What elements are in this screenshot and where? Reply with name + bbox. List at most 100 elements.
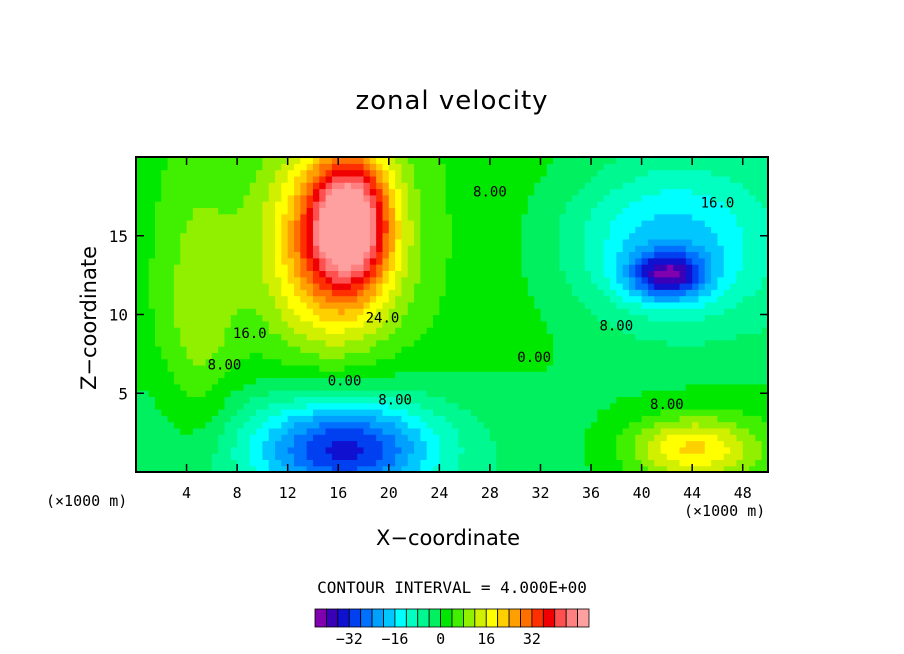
- field-cell: [692, 169, 700, 177]
- field-cell: [294, 213, 301, 221]
- field-cell: [584, 371, 592, 379]
- field-cell: [452, 320, 459, 328]
- field-cell: [180, 182, 188, 190]
- field-cell: [717, 301, 725, 309]
- field-cell: [331, 238, 339, 246]
- field-cell: [584, 226, 592, 234]
- field-cell: [306, 427, 314, 435]
- field-cell: [281, 245, 289, 253]
- field-cell: [654, 377, 662, 385]
- field-cell: [199, 364, 207, 372]
- field-cell: [180, 346, 188, 353]
- field-cell: [477, 427, 485, 435]
- field-cell: [603, 333, 611, 341]
- field-cell: [527, 346, 535, 353]
- field-cell: [761, 270, 769, 278]
- field-cell: [496, 163, 504, 171]
- field-cell: [338, 232, 346, 240]
- field-cell: [230, 333, 238, 341]
- field-cell: [268, 201, 276, 208]
- field-cell: [616, 390, 624, 397]
- field-cell: [363, 245, 371, 253]
- field-cell: [154, 226, 162, 234]
- field-cell: [685, 270, 693, 278]
- field-cell: [186, 434, 194, 442]
- field-cell: [717, 352, 725, 360]
- field-cell: [717, 163, 725, 171]
- field-cell: [502, 327, 510, 334]
- field-cell: [534, 226, 542, 234]
- field-cell: [414, 333, 421, 341]
- field-cell: [502, 220, 510, 227]
- field-cell: [628, 415, 636, 423]
- field-cell: [230, 163, 238, 171]
- field-cell: [635, 440, 643, 448]
- field-cell: [281, 358, 289, 366]
- field-cell: [312, 207, 320, 215]
- field-cell: [464, 270, 472, 278]
- field-cell: [704, 390, 712, 397]
- field-cell: [458, 396, 466, 404]
- field-cell: [388, 207, 396, 215]
- field-cell: [635, 182, 643, 190]
- field-cell: [331, 270, 339, 278]
- field-cell: [388, 434, 396, 442]
- field-cell: [553, 220, 561, 227]
- field-cell: [692, 182, 700, 190]
- field-cell: [698, 182, 706, 190]
- field-cell: [584, 327, 592, 334]
- field-cell: [489, 390, 497, 397]
- field-cell: [742, 333, 750, 341]
- field-cell: [603, 409, 611, 416]
- field-cell: [401, 264, 409, 271]
- field-cell: [224, 182, 232, 190]
- field-cell: [527, 276, 535, 284]
- field-cell: [458, 169, 466, 177]
- field-cell: [338, 459, 346, 467]
- field-cell: [704, 396, 712, 404]
- field-cell: [761, 434, 769, 442]
- field-cell: [350, 383, 358, 391]
- field-cell: [616, 327, 624, 334]
- field-cell: [142, 276, 150, 284]
- field-cell: [243, 257, 251, 265]
- field-cell: [477, 245, 485, 253]
- field-cell: [572, 396, 579, 404]
- field-cell: [154, 169, 162, 177]
- field-cell: [508, 157, 516, 164]
- field-cell: [167, 333, 175, 341]
- field-cell: [711, 446, 719, 454]
- field-cell: [553, 446, 561, 454]
- field-cell: [294, 194, 301, 202]
- field-cell: [717, 264, 725, 271]
- field-cell: [673, 327, 681, 334]
- field-cell: [755, 465, 763, 473]
- field-cell: [717, 226, 725, 234]
- field-cell: [483, 157, 491, 164]
- field-cell: [154, 415, 162, 423]
- field-cell: [433, 301, 440, 309]
- field-cell: [685, 320, 693, 328]
- field-cell: [249, 201, 257, 208]
- field-cell: [395, 301, 403, 309]
- field-cell: [148, 283, 156, 290]
- field-cell: [205, 390, 213, 397]
- field-cell: [148, 358, 156, 366]
- field-cell: [306, 396, 314, 404]
- field-cell: [445, 194, 453, 202]
- field-cell: [452, 188, 459, 196]
- field-cell: [647, 371, 655, 379]
- field-cell: [553, 409, 561, 416]
- field-cell: [414, 377, 421, 385]
- field-cell: [452, 339, 459, 347]
- field-cell: [736, 213, 744, 221]
- field-cell: [388, 201, 396, 208]
- field-cell: [749, 175, 756, 183]
- field-cell: [527, 283, 535, 290]
- field-cell: [749, 163, 756, 171]
- field-cell: [572, 194, 579, 202]
- field-cell: [749, 220, 756, 227]
- field-cell: [666, 157, 674, 164]
- field-cell: [199, 289, 207, 297]
- field-cell: [470, 308, 478, 316]
